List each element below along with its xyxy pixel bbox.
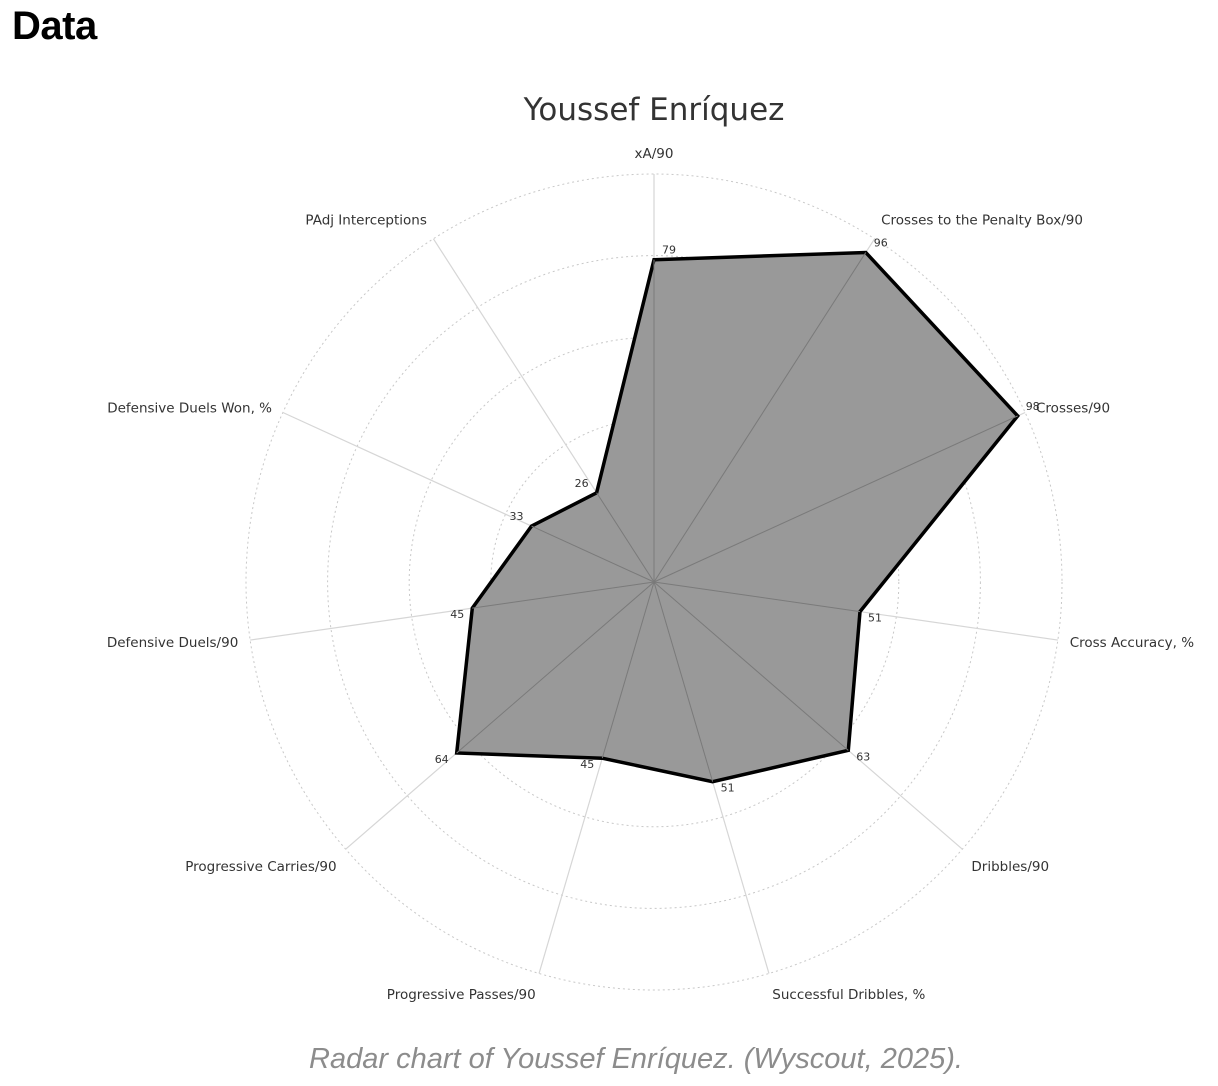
value-labels: 79 96 98 51 63 51 45 64 45 33 26 [435, 237, 1040, 795]
axis-label: xA/90 [635, 146, 674, 162]
value-label: 96 [874, 237, 888, 250]
axis-label: Crosses/90 [1036, 401, 1110, 417]
axis-label: Defensive Duels Won, % [107, 401, 272, 417]
inner-spoke [653, 581, 861, 613]
data-area-layer [454, 250, 1021, 784]
axis-label: Progressive Carries/90 [185, 859, 336, 875]
value-label: 98 [1026, 400, 1040, 413]
data-polygon [454, 250, 1021, 784]
axis-labels: xA/90 Crosses to the Penalty Box/90 Crosse… [107, 146, 1194, 1003]
inner-spoke [653, 252, 867, 583]
axis-label: PAdj Interceptions [305, 213, 426, 229]
inner-spoke [653, 581, 849, 751]
value-label: 45 [450, 608, 464, 621]
value-label: 45 [580, 758, 594, 771]
value-label: 64 [435, 753, 449, 766]
axis-label: Defensive Duels/90 [107, 635, 238, 651]
inner-spoke [456, 581, 655, 754]
axis-label: Crosses to the Penalty Box/90 [881, 213, 1083, 229]
figure-caption: Radar chart of Youssef Enríquez. (Wyscou… [309, 1043, 963, 1075]
value-label: 63 [856, 750, 870, 763]
inner-spoke [531, 525, 655, 583]
radar-chart: Youssef Enríquez xA/90 Crosses to the Pen… [107, 92, 1194, 1003]
inner-spoke [653, 581, 714, 782]
axis-label: Dribbles/90 [971, 859, 1049, 875]
axis-label: Cross Accuracy, % [1070, 635, 1195, 651]
inner-spoke [601, 581, 655, 759]
inner-spoke [596, 492, 655, 583]
value-label: 33 [510, 510, 524, 523]
chart-title: Youssef Enríquez [523, 92, 785, 128]
section-heading: Data [12, 4, 97, 48]
value-label: 26 [575, 477, 589, 490]
inner-spoke [472, 581, 655, 609]
grid-ring-80 [327, 255, 981, 909]
inner-spokes [456, 252, 1018, 782]
inner-spoke [653, 415, 1018, 583]
axis-label: Successful Dribbles, % [772, 987, 925, 1003]
value-label: 79 [662, 244, 676, 257]
value-label: 51 [721, 782, 735, 795]
value-label: 51 [868, 612, 882, 625]
grid-ring-100 [245, 173, 1063, 991]
axis-label: Progressive Passes/90 [387, 987, 536, 1003]
